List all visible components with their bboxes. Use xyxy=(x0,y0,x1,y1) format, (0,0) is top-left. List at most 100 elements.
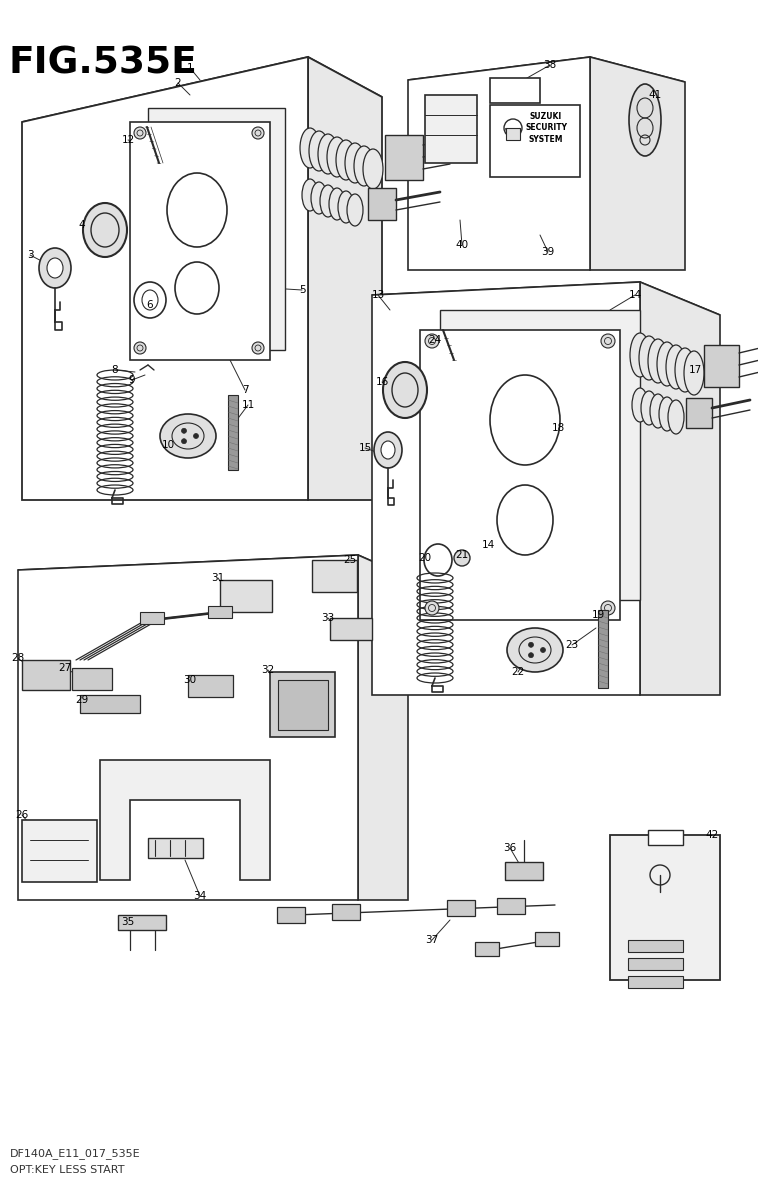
Ellipse shape xyxy=(354,146,374,186)
Bar xyxy=(22,660,70,690)
Bar xyxy=(610,835,720,980)
Ellipse shape xyxy=(666,346,686,389)
Bar xyxy=(490,78,540,103)
Bar xyxy=(628,940,683,952)
Text: 42: 42 xyxy=(706,830,719,840)
Circle shape xyxy=(252,127,264,139)
Ellipse shape xyxy=(160,414,216,458)
Ellipse shape xyxy=(320,185,336,217)
Polygon shape xyxy=(18,554,408,595)
Text: 24: 24 xyxy=(428,335,442,346)
Ellipse shape xyxy=(668,400,684,434)
Text: 10: 10 xyxy=(161,440,174,450)
Bar xyxy=(208,606,232,618)
Text: 38: 38 xyxy=(543,60,556,70)
Bar xyxy=(535,932,559,946)
Ellipse shape xyxy=(639,336,659,380)
Ellipse shape xyxy=(383,362,427,418)
Ellipse shape xyxy=(629,84,661,156)
Polygon shape xyxy=(100,760,270,880)
Ellipse shape xyxy=(309,131,329,170)
Text: OPT:KEY LESS START: OPT:KEY LESS START xyxy=(10,1165,124,1175)
Text: © Boats.net: © Boats.net xyxy=(394,343,465,396)
Text: 1: 1 xyxy=(186,62,193,73)
Ellipse shape xyxy=(381,440,395,458)
Ellipse shape xyxy=(632,388,648,422)
Text: 14: 14 xyxy=(481,540,495,550)
Text: 36: 36 xyxy=(503,842,517,853)
Bar xyxy=(270,672,335,737)
Polygon shape xyxy=(22,56,308,500)
Text: 22: 22 xyxy=(512,667,525,677)
Text: © Boats.net: © Boats.net xyxy=(494,564,565,617)
Text: 19: 19 xyxy=(591,610,605,620)
Ellipse shape xyxy=(363,149,383,188)
Bar xyxy=(188,674,233,697)
Circle shape xyxy=(454,550,470,566)
Text: 26: 26 xyxy=(15,810,29,820)
Text: 25: 25 xyxy=(343,554,356,565)
Ellipse shape xyxy=(675,348,695,392)
Polygon shape xyxy=(148,108,285,350)
Polygon shape xyxy=(372,282,640,695)
Ellipse shape xyxy=(641,391,657,425)
Text: 35: 35 xyxy=(121,917,135,926)
Bar xyxy=(425,95,477,163)
Polygon shape xyxy=(22,56,382,163)
Bar xyxy=(686,398,712,428)
Text: 13: 13 xyxy=(371,290,384,300)
Polygon shape xyxy=(420,330,620,620)
Bar xyxy=(385,134,423,180)
Text: 8: 8 xyxy=(111,365,118,374)
Ellipse shape xyxy=(650,394,666,428)
Circle shape xyxy=(193,433,199,438)
Circle shape xyxy=(425,334,439,348)
Ellipse shape xyxy=(39,248,71,288)
Ellipse shape xyxy=(83,203,127,257)
Circle shape xyxy=(528,653,534,658)
Bar xyxy=(312,560,357,592)
Text: 5: 5 xyxy=(299,284,305,295)
Ellipse shape xyxy=(657,342,677,386)
Bar xyxy=(490,104,580,176)
Ellipse shape xyxy=(311,182,327,214)
Text: 9: 9 xyxy=(129,374,136,385)
Text: 28: 28 xyxy=(11,653,24,662)
Text: 29: 29 xyxy=(75,695,89,704)
Circle shape xyxy=(181,428,186,433)
Polygon shape xyxy=(408,56,685,108)
Ellipse shape xyxy=(347,194,363,226)
Bar xyxy=(22,820,97,882)
Bar xyxy=(118,914,166,930)
Bar xyxy=(704,346,739,386)
Text: 4: 4 xyxy=(79,220,86,230)
Text: 33: 33 xyxy=(321,613,334,623)
Bar xyxy=(648,830,683,845)
Circle shape xyxy=(601,601,615,614)
Text: 34: 34 xyxy=(193,890,207,901)
Text: 23: 23 xyxy=(565,640,578,650)
Text: © Boats.net: © Boats.net xyxy=(105,163,176,216)
Polygon shape xyxy=(18,554,358,900)
Ellipse shape xyxy=(300,128,320,168)
Bar xyxy=(506,128,520,140)
Circle shape xyxy=(540,648,546,653)
Text: 12: 12 xyxy=(121,134,135,145)
Circle shape xyxy=(425,601,439,614)
Bar xyxy=(628,976,683,988)
Text: 37: 37 xyxy=(425,935,439,946)
Text: FIG.535E: FIG.535E xyxy=(8,44,197,80)
Polygon shape xyxy=(590,56,685,270)
Bar xyxy=(330,618,372,640)
Bar xyxy=(505,862,543,880)
Text: 27: 27 xyxy=(58,662,71,673)
Text: 16: 16 xyxy=(375,377,389,386)
Text: 41: 41 xyxy=(648,90,662,100)
Polygon shape xyxy=(408,56,590,270)
Polygon shape xyxy=(308,56,382,500)
Text: 40: 40 xyxy=(456,240,468,250)
Text: 39: 39 xyxy=(541,247,555,257)
Text: 15: 15 xyxy=(359,443,371,452)
Ellipse shape xyxy=(345,143,365,182)
Ellipse shape xyxy=(630,332,650,377)
